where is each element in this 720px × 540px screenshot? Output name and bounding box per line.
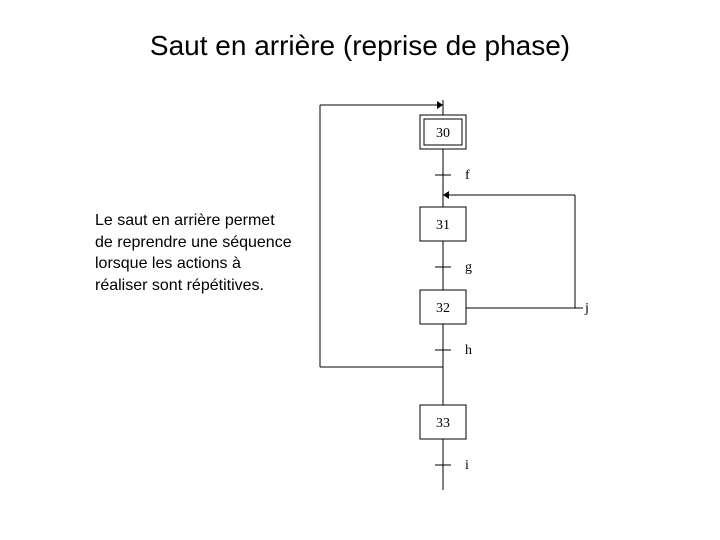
svg-text:32: 32	[436, 301, 450, 316]
grafcet-diagram: 30 31 32 33 f g h i j	[310, 95, 610, 515]
svg-text:i: i	[465, 458, 469, 473]
svg-text:h: h	[465, 343, 472, 358]
svg-text:30: 30	[436, 126, 450, 141]
page-title: Saut en arrière (reprise de phase)	[0, 30, 720, 62]
svg-text:j: j	[584, 301, 589, 316]
svg-text:g: g	[465, 260, 472, 275]
svg-text:33: 33	[436, 416, 450, 431]
description-text: Le saut en arrière permet de reprendre u…	[95, 210, 295, 296]
svg-text:31: 31	[436, 218, 450, 233]
svg-text:f: f	[465, 168, 470, 183]
